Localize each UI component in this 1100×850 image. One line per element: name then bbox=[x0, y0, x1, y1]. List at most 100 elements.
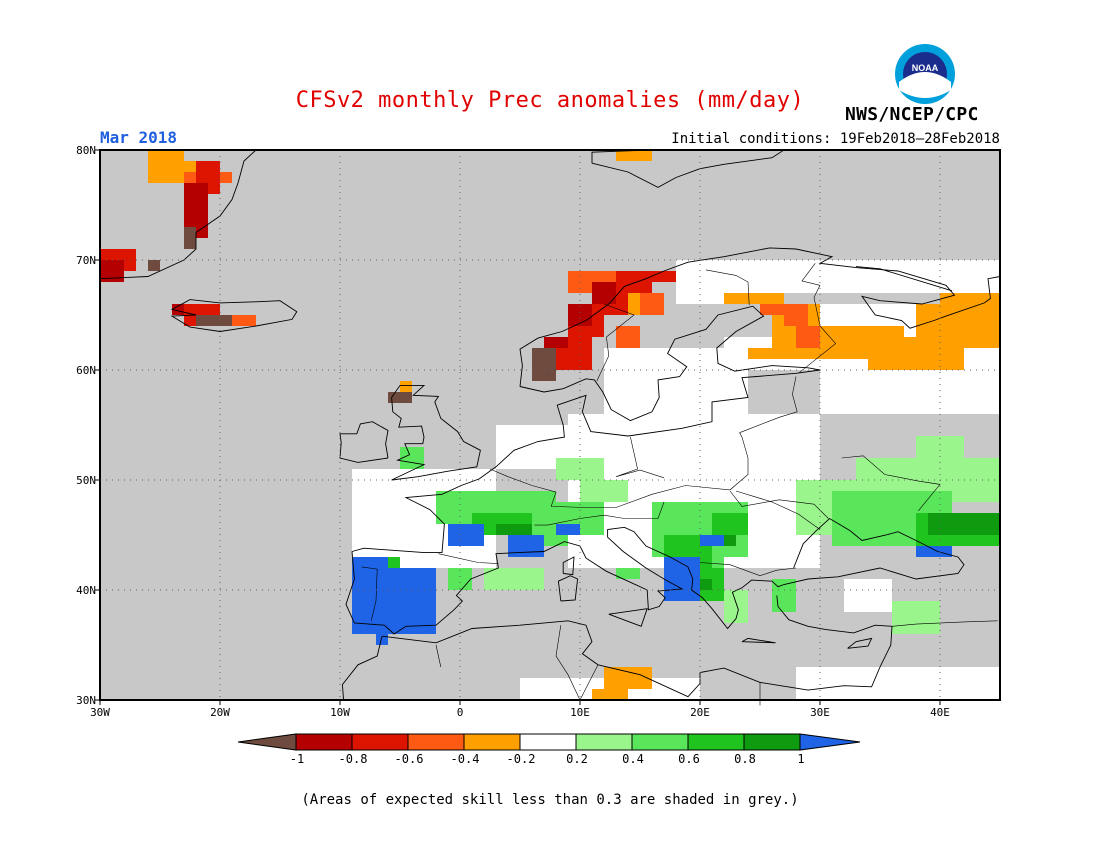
country-border bbox=[596, 303, 635, 382]
anomaly-cell bbox=[616, 150, 652, 161]
anomaly-cell bbox=[352, 568, 436, 634]
skill-footnote: (Areas of expected skill less than 0.3 a… bbox=[301, 792, 799, 808]
coastline bbox=[345, 517, 965, 635]
country-border bbox=[438, 553, 499, 564]
anomaly-cell bbox=[100, 260, 124, 282]
anomaly-cell bbox=[196, 315, 232, 326]
legend-swatch bbox=[295, 733, 353, 751]
anomaly-cell bbox=[844, 579, 892, 612]
coastline bbox=[557, 575, 579, 602]
legend-swatch bbox=[407, 733, 465, 751]
anomaly-cell bbox=[604, 667, 652, 689]
anomaly-cell bbox=[400, 381, 412, 392]
anomaly-cell bbox=[580, 480, 628, 502]
anomaly-cell bbox=[148, 150, 184, 172]
anomaly-cell bbox=[928, 513, 1000, 535]
legend-swatch bbox=[463, 733, 521, 751]
country-border bbox=[798, 263, 837, 374]
lon-label-30w: 30W bbox=[90, 706, 110, 719]
country-border bbox=[891, 620, 998, 627]
country-border bbox=[534, 501, 665, 526]
anomaly-cell bbox=[664, 557, 700, 601]
lat-label-80n: 80N bbox=[76, 144, 96, 157]
anomaly-cell bbox=[700, 535, 724, 546]
anomaly-cell bbox=[748, 348, 796, 359]
anomaly-cell bbox=[760, 304, 784, 315]
coastline bbox=[519, 247, 1001, 387]
anomaly-cell bbox=[544, 337, 568, 348]
anomaly-cell bbox=[592, 282, 616, 304]
coastline bbox=[341, 636, 383, 701]
coastline bbox=[608, 608, 648, 627]
legend-label-04: 0.4 bbox=[622, 752, 644, 766]
coastline bbox=[562, 556, 575, 576]
legend-arrow-left bbox=[238, 733, 297, 751]
anomaly-cell bbox=[604, 348, 748, 414]
lon-label-0: 0 bbox=[456, 706, 464, 719]
anomaly-cell bbox=[868, 491, 916, 524]
lat-label-60n: 60N bbox=[76, 364, 96, 377]
anomaly-cell bbox=[172, 304, 184, 315]
coastline bbox=[519, 305, 821, 422]
legend-label-1: 1 bbox=[797, 752, 805, 766]
country-border bbox=[555, 625, 581, 701]
legend-label-neg04: -0.4 bbox=[450, 752, 480, 766]
legend-label-08: 0.8 bbox=[734, 752, 756, 766]
coastline bbox=[391, 384, 481, 481]
anomaly-cell bbox=[796, 326, 820, 348]
lon-label-10w: 10W bbox=[330, 706, 350, 719]
anomaly-cell bbox=[796, 667, 1000, 711]
anomaly-cell bbox=[724, 293, 784, 304]
lon-label-20e: 20E bbox=[690, 706, 710, 719]
anomaly-cell bbox=[640, 271, 676, 282]
anomaly-cell bbox=[616, 326, 640, 348]
lat-label-40n: 40N bbox=[76, 584, 96, 597]
country-border bbox=[699, 562, 797, 577]
legend-swatch bbox=[575, 733, 633, 751]
anomaly-cell bbox=[484, 568, 544, 590]
anomaly-cell bbox=[184, 227, 196, 249]
country-border bbox=[579, 664, 599, 701]
chart-title: CFSv2 monthly Prec anomalies (mm/day) bbox=[295, 88, 805, 113]
country-border bbox=[489, 432, 749, 508]
map-frame bbox=[99, 149, 1001, 701]
lon-label-30e: 30E bbox=[810, 706, 830, 719]
lat-label-70n: 70N bbox=[76, 254, 96, 267]
anomaly-cell bbox=[640, 293, 664, 315]
coastline bbox=[855, 266, 953, 292]
legend-label-neg1: -1 bbox=[289, 752, 305, 766]
legend-label-02: 0.2 bbox=[566, 752, 588, 766]
country-border bbox=[615, 437, 665, 479]
coastline bbox=[741, 637, 776, 644]
legend-label-neg02: -0.2 bbox=[506, 752, 536, 766]
anomaly-cell bbox=[940, 293, 1000, 326]
noaa-logo: NOAA bbox=[895, 44, 955, 104]
anomaly-cell bbox=[448, 524, 484, 546]
anomaly-cell bbox=[532, 348, 556, 381]
country-border bbox=[705, 269, 750, 306]
anomaly-cell bbox=[352, 557, 388, 568]
anomaly-cell bbox=[616, 568, 640, 579]
anomaly-cell bbox=[784, 304, 808, 326]
anomaly-cell bbox=[388, 557, 400, 568]
country-border bbox=[361, 566, 378, 621]
anomaly-cell bbox=[400, 447, 424, 469]
country-border bbox=[739, 376, 798, 433]
lon-label-10e: 10E bbox=[570, 706, 590, 719]
legend-swatch bbox=[743, 733, 801, 751]
coastline bbox=[99, 149, 257, 280]
country-border bbox=[435, 644, 442, 668]
legend-swatch bbox=[351, 733, 409, 751]
coastline bbox=[381, 595, 893, 698]
anomaly-cell bbox=[448, 568, 472, 590]
anomaly-cell bbox=[760, 260, 1000, 293]
initial-conditions: Initial conditions: 19Feb2018–28Feb2018 bbox=[671, 131, 1000, 147]
forecast-month: Mar 2018 bbox=[100, 128, 178, 147]
anomaly-cell bbox=[916, 546, 952, 557]
country-border bbox=[729, 490, 829, 519]
legend-swatch bbox=[631, 733, 689, 751]
legend-swatch bbox=[519, 733, 577, 751]
legend-arrow-right bbox=[799, 733, 861, 751]
legend-label-06: 0.6 bbox=[678, 752, 700, 766]
